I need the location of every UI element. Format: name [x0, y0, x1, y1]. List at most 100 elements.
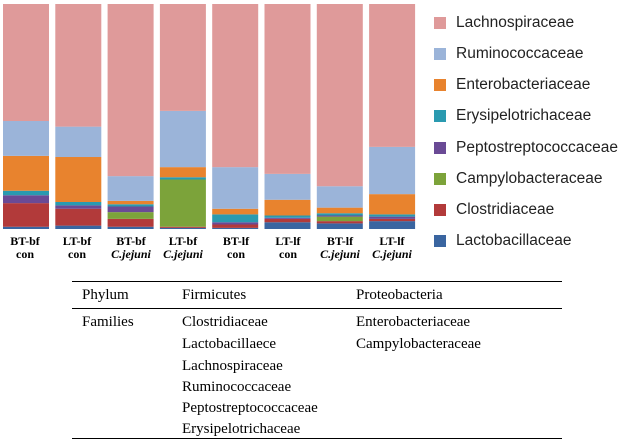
family-item: Erysipelotrichaceae: [182, 421, 301, 437]
bar-segment-enterobacteriaceae: [369, 194, 416, 215]
header-proteobacteria: Proteobacteria: [356, 287, 443, 303]
category-label-line2: C.jejuni: [320, 247, 360, 261]
bar-segment-clostridiaceae: [212, 224, 259, 228]
category-label: LT-lf con: [262, 235, 314, 261]
bar-segment-enterobacteriaceae: [3, 155, 49, 191]
header-phylum: Phylum: [82, 287, 129, 303]
bars-group: [3, 4, 416, 230]
row-label-families: Families: [82, 314, 134, 330]
category-label: BT-lf con: [210, 235, 262, 261]
legend-item-lactobacillaceae: Lactobacillaceae: [434, 231, 571, 251]
category-label-line2: C.jejuni: [111, 247, 151, 261]
bar-segment-lachnospiraceae: [55, 4, 102, 127]
bar-segment-enterobacteriaceae: [55, 157, 102, 202]
legend-label: Clostridiaceae: [456, 201, 555, 218]
legend-item-clostridiaceae: Clostridiaceae: [434, 200, 554, 220]
bar-segment-lactobacillaceae: [264, 222, 311, 229]
legend-swatch: [434, 142, 446, 154]
bar-segment-peptostreptococcaceae: [369, 216, 416, 219]
bar-segment-ruminococcaceae: [159, 110, 206, 168]
category-label-line2: con: [227, 247, 245, 261]
bar-segment-lactobacillaceae: [55, 225, 102, 230]
bar-segment-peptostreptococcaceae: [212, 222, 259, 225]
legend-swatch: [434, 173, 446, 185]
legend-label: Lachnospiraceae: [456, 14, 575, 31]
bar-segment-lactobacillaceae: [107, 226, 154, 229]
header-firmicutes: Firmicutes: [182, 287, 247, 303]
category-label-line1: LT-bf: [62, 234, 92, 248]
bar-segment-campylobacteraceae: [316, 216, 363, 222]
bar-segment-erysipelotrichaceae: [107, 204, 154, 207]
bar-segment-ruminococcaceae: [3, 121, 49, 156]
bar-segment-ruminococcaceae: [316, 186, 363, 208]
bar-segment-erysipelotrichaceae: [212, 214, 259, 223]
bar-segment-enterobacteriaceae: [159, 167, 206, 178]
bar-segment-clostridiaceae: [107, 218, 154, 227]
family-item: Clostridiaceae: [182, 314, 268, 330]
legend-swatch: [434, 17, 446, 29]
legend-swatch: [434, 235, 446, 247]
bar-segment-peptostreptococcaceae: [264, 217, 311, 219]
legend-label: Enterobacteriaceae: [456, 76, 591, 93]
family-item: Campylobacteraceae: [356, 336, 481, 352]
bar-segment-ruminococcaceae: [107, 176, 154, 201]
category-label-line1: BT-lf: [222, 234, 250, 248]
bar-segment-lachnospiraceae: [3, 4, 49, 121]
bar-segment-lactobacillaceae: [316, 223, 363, 230]
bar-segment-lactobacillaceae: [369, 221, 416, 230]
bar-segment-lachnospiraceae: [369, 4, 416, 147]
bar-segment-ruminococcaceae: [369, 146, 416, 195]
bar-segment-peptostreptococcaceae: [55, 205, 102, 209]
taxonomy-table: Phylum Firmicutes Proteobacteria Familie…: [72, 281, 562, 439]
bar-segment-lactobacillaceae: [3, 226, 49, 229]
table-bottom-rule: [72, 438, 562, 439]
bar-segment-lachnospiraceae: [212, 4, 259, 168]
bar-segment-lachnospiraceae: [316, 4, 363, 187]
legend-label: Peptostreptococcaceae: [456, 139, 618, 156]
category-label: BT-bf C.jejuni: [105, 235, 157, 261]
bar-segment-peptostreptococcaceae: [107, 206, 154, 213]
legend-item-lachnospiraceae: Lachnospiraceae: [434, 13, 574, 33]
bar-segment-clostridiaceae: [55, 208, 102, 226]
bar-segment-lachnospiraceae: [159, 4, 206, 111]
category-label: LT-bf con: [51, 235, 103, 261]
bar-segment-lactobacillaceae: [212, 227, 259, 230]
family-item: Lachnospiraceae: [182, 358, 283, 374]
bar-segment-clostridiaceae: [316, 221, 363, 224]
bar-segment-lachnospiraceae: [264, 4, 311, 174]
legend-label: Lactobacillaceae: [456, 232, 572, 249]
category-label-line1: LT-bf: [168, 234, 198, 248]
legend-swatch: [434, 204, 446, 216]
bar-segment-campylobacteraceae: [159, 179, 206, 227]
bar-segment-erysipelotrichaceae: [3, 190, 49, 196]
bar-segment-erysipelotrichaceae: [264, 215, 311, 218]
legend-swatch: [434, 79, 446, 91]
category-label-line2: C.jejuni: [163, 247, 203, 261]
legend-item-erysipelotrichaceae: Erysipelotrichaceae: [434, 106, 591, 126]
category-label-line2: con: [16, 247, 34, 261]
bar-segment-campylobacteraceae: [107, 212, 154, 219]
legend-item-peptostreptococcaceae: Peptostreptococcaceae: [434, 138, 618, 158]
stacked-bar-chart: [3, 4, 416, 230]
bar-segment-erysipelotrichaceae: [316, 213, 363, 216]
bar-segment-ruminococcaceae: [212, 167, 259, 209]
legend-swatch: [434, 110, 446, 122]
category-label-line1: BT-lf: [326, 234, 354, 248]
bar-segment-erysipelotrichaceae: [369, 214, 416, 217]
bar-segment-lachnospiraceae: [107, 4, 154, 177]
legend-item-ruminococcaceae: Ruminococcaceae: [434, 44, 584, 64]
legend-label: Ruminococcaceae: [456, 45, 584, 62]
category-label-line1: LT-lf: [275, 234, 301, 248]
legend-label: Campylobacteraceae: [456, 170, 603, 187]
bar-segment-enterobacteriaceae: [212, 208, 259, 215]
legend-item-campylobacteraceae: Campylobacteraceae: [434, 169, 602, 189]
category-label-line2: C.jejuni: [372, 247, 412, 261]
category-label-line1: BT-bf: [10, 234, 40, 248]
family-item: Enterobacteriaceae: [356, 314, 471, 330]
bar-segment-enterobacteriaceae: [316, 207, 363, 214]
bar-segment-ruminococcaceae: [264, 173, 311, 200]
category-label: LT-lf C.jejuni: [366, 235, 418, 261]
legend-item-enterobacteriaceae: Enterobacteriaceae: [434, 75, 590, 95]
legend-label: Erysipelotrichaceae: [456, 107, 592, 124]
bar-segment-peptostreptococcaceae: [316, 215, 363, 217]
